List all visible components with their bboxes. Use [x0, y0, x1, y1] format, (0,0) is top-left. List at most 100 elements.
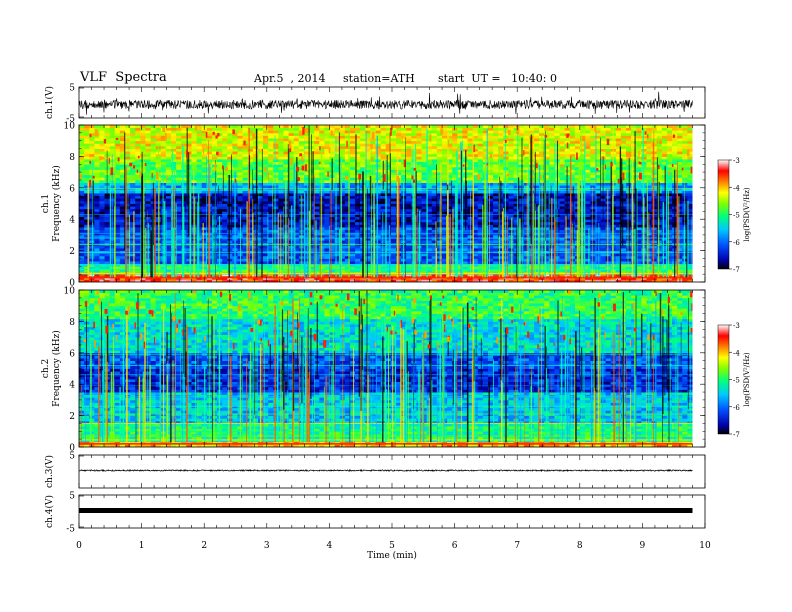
spectral-fleck: [89, 160, 91, 164]
spectral-fleck: [489, 153, 493, 158]
spectral-fleck: [375, 342, 377, 348]
x-tick-label: 9: [640, 541, 646, 551]
spectral-fleck: [346, 140, 348, 147]
colorbar-tick-label: -4: [733, 349, 740, 357]
y-tick-label: 8: [69, 318, 75, 328]
colorbar-tick-label: -7: [733, 431, 740, 439]
spectral-fleck: [162, 127, 166, 133]
waveform-line: [78, 91, 693, 115]
spectral-fleck: [413, 168, 416, 171]
spectral-fleck: [79, 173, 82, 179]
spectral-fleck: [598, 293, 601, 298]
spectral-fleck: [319, 161, 321, 165]
spectral-fleck: [216, 151, 219, 156]
spectral-fleck: [133, 165, 136, 169]
spectral-fleck: [161, 146, 164, 149]
spectral-fleck: [89, 179, 91, 188]
spectral-fleck: [560, 311, 562, 317]
spectral-fleck: [622, 172, 625, 181]
chart-title: VLF Spectra: [80, 70, 167, 85]
spectral-fleck: [360, 324, 362, 330]
spectral-fleck: [290, 330, 293, 336]
spectral-fleck: [296, 167, 300, 172]
spectral-fleck: [523, 150, 525, 156]
spectral-fleck: [295, 339, 297, 343]
spectral-fleck: [310, 302, 313, 305]
spectral-fleck: [427, 344, 431, 349]
spectral-fleck: [691, 303, 693, 311]
spectral-fleck: [383, 174, 386, 182]
spectral-fleck: [443, 314, 446, 321]
spectral-fleck: [596, 168, 599, 171]
spectral-fleck: [516, 126, 520, 133]
spectral-fleck: [217, 133, 220, 137]
spectral-fleck: [115, 137, 119, 140]
spectral-fleck: [440, 128, 444, 135]
spectral-fleck: [386, 326, 389, 332]
spectral-fleck: [429, 295, 432, 300]
spectral-fleck: [127, 305, 130, 314]
spectral-fleck: [214, 164, 217, 171]
channel-label: ch.2: [41, 359, 51, 378]
spectral-fleck: [569, 338, 571, 345]
spectral-fleck: [395, 169, 397, 173]
spectral-fleck: [143, 341, 146, 349]
spectral-fleck: [370, 143, 373, 150]
ch1-spectrogram-panel: 0 2 4 6 8 10 ch.1 Frequency (kHz): [41, 122, 706, 289]
x-tick-label: 2: [201, 541, 207, 551]
colorbars: -3 -4 -5 -6 -7 log(PSD(V²/Hz) -3 -4 -5 -6 -7 log(PS…: [717, 157, 751, 439]
spectral-fleck: [186, 150, 188, 158]
spectral-fleck: [434, 172, 437, 175]
colorbar-label: log(PSD(V²/Hz): [743, 352, 751, 407]
spectral-fleck: [527, 331, 530, 338]
spectral-fleck: [136, 302, 139, 310]
spectral-fleck: [233, 342, 235, 350]
spectral-fleck: [136, 169, 138, 173]
spectral-fleck: [451, 318, 453, 322]
spectral-fleck: [110, 167, 113, 176]
spectral-fleck: [444, 324, 446, 333]
spectral-fleck: [297, 322, 300, 328]
x-tick-label: 3: [264, 541, 270, 551]
spectral-fleck: [690, 166, 693, 174]
y-tick-label: 6: [69, 349, 75, 359]
spectral-fleck: [384, 163, 386, 171]
spectral-fleck: [192, 290, 196, 294]
spectral-fleck: [400, 319, 403, 328]
spectral-fleck: [212, 131, 215, 135]
spectral-fleck: [345, 175, 349, 180]
y-axis-label: ch.4(V): [44, 495, 55, 528]
ch3-waveform-panel: 5 ch.3(V): [44, 452, 706, 489]
spectral-fleck: [96, 291, 99, 295]
spectrogram-image: [79, 125, 693, 282]
spectral-fleck: [342, 305, 346, 308]
spectral-fleck: [288, 140, 292, 149]
colorbar-ch1: -3 -4 -5 -6 -7 log(PSD(V²/Hz): [717, 157, 751, 274]
spectral-fleck: [563, 334, 566, 340]
spectral-fleck: [617, 179, 620, 184]
spectral-fleck: [442, 295, 445, 299]
spectral-fleck: [613, 303, 616, 312]
spectral-fleck: [354, 308, 357, 315]
spectral-fleck: [232, 129, 235, 135]
colorbar-label: log(PSD(V²/Hz): [743, 187, 751, 242]
spectral-fleck: [452, 319, 454, 327]
waveform-line: [79, 508, 693, 513]
spectral-fleck: [257, 319, 260, 325]
spectral-fleck: [390, 127, 392, 136]
spectral-fleck: [587, 342, 589, 348]
spectral-fleck: [225, 166, 228, 171]
spectral-fleck: [447, 315, 450, 320]
spectral-fleck: [323, 304, 326, 308]
spectral-fleck: [178, 319, 181, 324]
colorbar-tick-label: -7: [733, 266, 740, 274]
spectral-fleck: [108, 158, 110, 164]
spectral-fleck: [84, 301, 88, 307]
y-tick-label: 8: [69, 153, 75, 163]
spectral-fleck: [661, 309, 664, 315]
waveform-line: [78, 468, 693, 473]
spectral-fleck: [252, 133, 256, 140]
spectral-fleck: [140, 333, 143, 340]
spectral-fleck: [176, 323, 178, 329]
spectral-fleck: [667, 296, 670, 303]
